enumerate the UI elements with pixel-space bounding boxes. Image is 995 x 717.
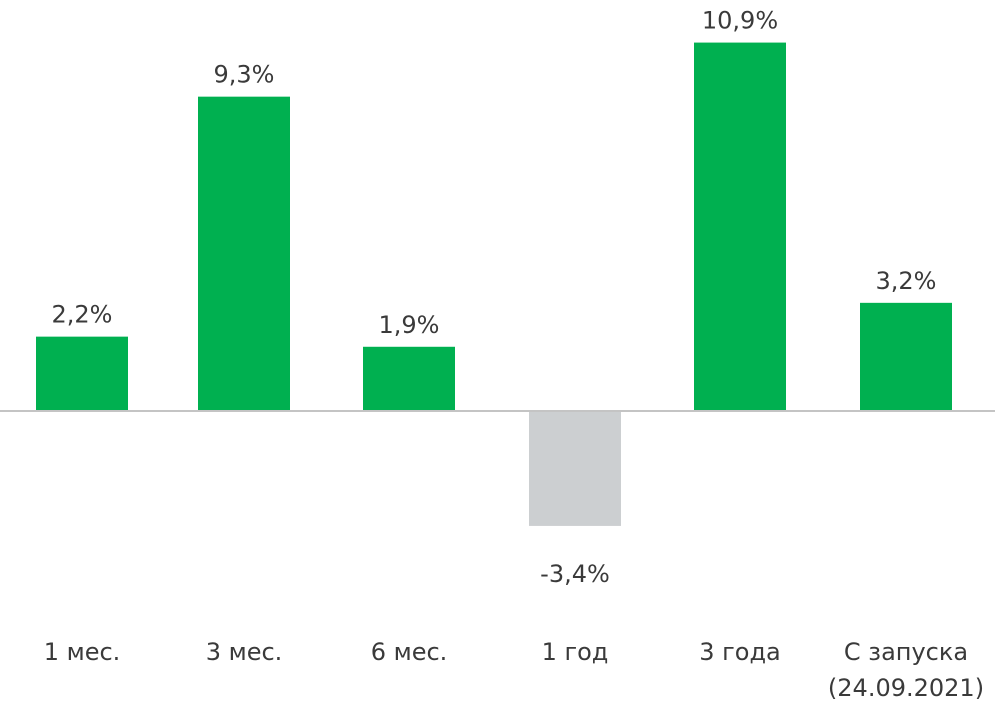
category-label-line: С запуска: [844, 638, 968, 666]
data-label-5: 10,9%: [702, 7, 778, 35]
category-label-3: 6 мес.: [371, 638, 448, 666]
category-label-6: С запуска (24.09.2021): [828, 638, 984, 702]
bar-5: [694, 42, 786, 411]
bar-4: [529, 411, 621, 526]
data-label-4: -3,4%: [540, 560, 610, 588]
bar-1: [36, 336, 128, 411]
bar-2: [198, 96, 290, 411]
category-label-2: 3 мес.: [206, 638, 283, 666]
category-label-5: 3 года: [699, 638, 781, 666]
data-label-1: 2,2%: [52, 301, 113, 329]
bars-layer: [36, 42, 952, 526]
category-label-line: 1 год: [542, 638, 609, 666]
category-label-1: 1 мес.: [44, 638, 121, 666]
data-label-2: 9,3%: [214, 61, 275, 89]
category-label-line: 3 года: [699, 638, 781, 666]
data-label-3: 1,9%: [379, 311, 440, 339]
category-label-line: 6 мес.: [371, 638, 448, 666]
category-label-4: 1 год: [542, 638, 609, 666]
category-label-line: 3 мес.: [206, 638, 283, 666]
category-label-line: 1 мес.: [44, 638, 121, 666]
bar-3: [363, 346, 455, 411]
category-label-line: (24.09.2021): [828, 674, 984, 702]
data-label-6: 3,2%: [876, 267, 937, 295]
data-labels-layer: 2,2% 9,3% 1,9% -3,4% 10,9% 3,2%: [52, 7, 937, 588]
bar-6: [860, 302, 952, 411]
category-labels-layer: 1 мес. 3 мес. 6 мес. 1 год 3 года С запуска (2…: [44, 638, 984, 702]
